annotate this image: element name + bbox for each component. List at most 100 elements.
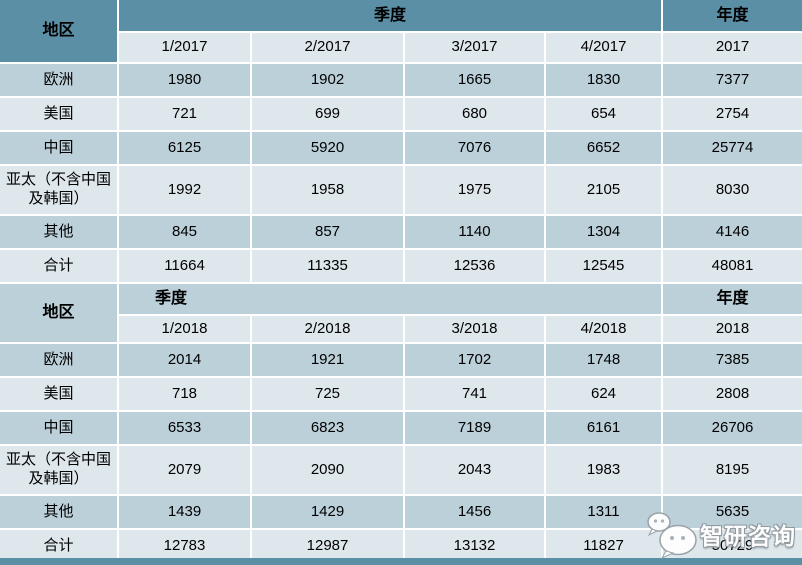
value-cell: 1992 xyxy=(117,164,252,216)
year-value-cell: 48081 xyxy=(661,248,802,284)
year-col-label: 2018 xyxy=(661,314,802,344)
quarter-header: 季度 xyxy=(116,282,664,316)
region-header: 地区 xyxy=(0,0,119,64)
value-cell: 2079 xyxy=(117,444,252,496)
region-label: 其他 xyxy=(0,214,119,250)
value-cell: 1665 xyxy=(403,62,546,98)
quarter-col-label: 4/2017 xyxy=(543,31,664,64)
value-cell: 12536 xyxy=(403,248,546,284)
year-value-cell: 2754 xyxy=(661,96,802,132)
value-cell: 5920 xyxy=(250,130,405,166)
value-cell: 1748 xyxy=(543,342,664,378)
table-header-row-2017: 地区 季度 年度 xyxy=(0,0,802,64)
region-label: 中国 xyxy=(0,130,119,166)
table-subheader-row-2018: 1/2018 2/2018 3/2018 4/2018 2018 xyxy=(0,314,802,344)
year-value-cell: 5635 xyxy=(661,494,802,530)
value-cell: 2014 xyxy=(117,342,252,378)
region-label: 美国 xyxy=(0,376,119,412)
value-cell: 845 xyxy=(117,214,252,250)
region-label: 欧洲 xyxy=(0,342,119,378)
value-cell: 6823 xyxy=(250,410,405,446)
table-row-total: 合计 11664 11335 12536 12545 48081 xyxy=(0,248,802,284)
value-cell: 2105 xyxy=(543,164,664,216)
quarter-col-label: 3/2017 xyxy=(403,31,546,64)
quarter-col-label: 1/2018 xyxy=(118,314,252,344)
value-cell: 6161 xyxy=(543,410,664,446)
year-col-label: 2017 xyxy=(661,31,802,64)
year-value-cell: 25774 xyxy=(661,130,802,166)
value-cell: 624 xyxy=(543,376,664,412)
value-cell: 725 xyxy=(250,376,405,412)
table-row: 美国 721 699 680 654 2754 xyxy=(0,96,802,132)
region-label: 中国 xyxy=(0,410,119,446)
value-cell: 12545 xyxy=(543,248,664,284)
table-row: 欧洲 1980 1902 1665 1830 7377 xyxy=(0,62,802,98)
value-cell: 11664 xyxy=(117,248,252,284)
value-cell: 1830 xyxy=(543,62,664,98)
value-cell: 1983 xyxy=(543,444,664,496)
table-row: 其他 1439 1429 1456 1311 5635 xyxy=(0,494,802,530)
value-cell: 680 xyxy=(403,96,546,132)
value-cell: 699 xyxy=(250,96,405,132)
quarter-col-label: 3/2018 xyxy=(403,314,546,344)
table-row: 欧洲 2014 1921 1702 1748 7385 xyxy=(0,342,802,378)
table-row: 其他 845 857 1140 1304 4146 xyxy=(0,214,802,250)
value-cell: 654 xyxy=(543,96,664,132)
year-value-cell: 8030 xyxy=(661,164,802,216)
year-value-cell: 8195 xyxy=(661,444,802,496)
quarter-col-label: 4/2018 xyxy=(543,314,664,344)
year-value-cell: 4146 xyxy=(661,214,802,250)
value-cell: 7189 xyxy=(403,410,546,446)
value-cell: 1304 xyxy=(543,214,664,250)
value-cell: 2043 xyxy=(403,444,546,496)
region-label: 亚太（不含中国及韩国） xyxy=(0,164,119,216)
region-label: 合计 xyxy=(0,248,119,284)
value-cell: 1439 xyxy=(117,494,252,530)
year-header: 年度 xyxy=(661,282,802,316)
value-cell: 1958 xyxy=(250,164,405,216)
value-cell: 1902 xyxy=(250,62,405,98)
table-row: 美国 718 725 741 624 2808 xyxy=(0,376,802,412)
quarter-header: 季度 xyxy=(116,0,664,33)
value-cell: 1456 xyxy=(403,494,546,530)
table-row: 亚太（不含中国及韩国） 2079 2090 2043 1983 8195 xyxy=(0,444,802,496)
value-cell: 1311 xyxy=(543,494,664,530)
table-subheader-row-2017: 1/2017 2/2017 3/2017 4/2017 2017 xyxy=(0,31,802,64)
year-header: 年度 xyxy=(661,0,802,33)
value-cell: 2090 xyxy=(250,444,405,496)
value-cell: 1921 xyxy=(250,342,405,378)
value-cell: 718 xyxy=(117,376,252,412)
value-cell: 1975 xyxy=(403,164,546,216)
quarter-col-label: 2/2017 xyxy=(250,31,405,64)
year-value-cell: 26706 xyxy=(661,410,802,446)
region-label: 其他 xyxy=(0,494,119,530)
value-cell: 1140 xyxy=(403,214,546,250)
year-value-cell: 2808 xyxy=(661,376,802,412)
value-cell: 11335 xyxy=(250,248,405,284)
value-cell: 6533 xyxy=(117,410,252,446)
quarter-col-label: 2/2018 xyxy=(250,314,405,344)
quarter-col-label: 1/2017 xyxy=(118,31,252,64)
value-cell: 6125 xyxy=(117,130,252,166)
table-header-row-2018: 地区 季度 年度 xyxy=(0,282,802,344)
value-cell: 1429 xyxy=(250,494,405,530)
region-header: 地区 xyxy=(0,282,119,344)
value-cell: 741 xyxy=(403,376,546,412)
table-row: 中国 6125 5920 7076 6652 25774 xyxy=(0,130,802,166)
value-cell: 1980 xyxy=(117,62,252,98)
year-value-cell: 7377 xyxy=(661,62,802,98)
region-label: 合计 xyxy=(0,528,119,564)
value-cell: 1702 xyxy=(403,342,546,378)
table-row: 中国 6533 6823 7189 6161 26706 xyxy=(0,410,802,446)
region-label: 欧洲 xyxy=(0,62,119,98)
region-label: 美国 xyxy=(0,96,119,132)
bottom-accent-bar xyxy=(0,558,802,565)
region-label: 亚太（不含中国及韩国） xyxy=(0,444,119,496)
value-cell: 7076 xyxy=(403,130,546,166)
value-cell: 6652 xyxy=(543,130,664,166)
value-cell: 721 xyxy=(117,96,252,132)
year-value-cell: 7385 xyxy=(661,342,802,378)
table-row: 亚太（不含中国及韩国） 1992 1958 1975 2105 8030 xyxy=(0,164,802,216)
value-cell: 857 xyxy=(250,214,405,250)
